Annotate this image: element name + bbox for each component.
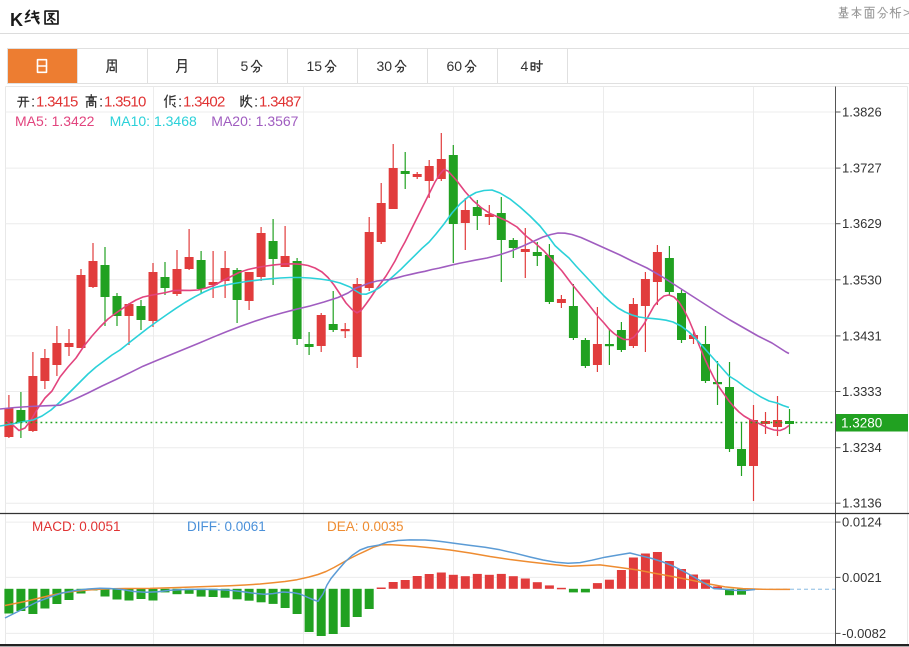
svg-text:1.3280: 1.3280 <box>841 416 882 431</box>
svg-text::: : <box>254 94 258 111</box>
svg-text:1.3530: 1.3530 <box>842 272 882 287</box>
svg-text:1.3431: 1.3431 <box>842 328 882 343</box>
svg-text:4: 4 <box>521 58 529 74</box>
svg-text:DEA: 0.0035: DEA: 0.0035 <box>327 519 404 534</box>
svg-text:1.3136: 1.3136 <box>842 496 882 511</box>
svg-text:-0.0082: -0.0082 <box>842 626 886 641</box>
svg-text:1.3402: 1.3402 <box>183 94 225 111</box>
svg-text:30: 30 <box>377 58 393 74</box>
svg-text:1.3333: 1.3333 <box>842 384 882 399</box>
svg-text:0.0021: 0.0021 <box>842 570 882 585</box>
svg-text:1.3234: 1.3234 <box>842 440 882 455</box>
svg-text::: : <box>31 94 35 111</box>
svg-text:1.3415: 1.3415 <box>36 94 78 111</box>
svg-text:1.3727: 1.3727 <box>842 161 882 176</box>
svg-text:MA20: 1.3567: MA20: 1.3567 <box>211 113 298 129</box>
svg-text:DIFF: 0.0061: DIFF: 0.0061 <box>187 519 266 534</box>
svg-text:1.3510: 1.3510 <box>104 94 146 111</box>
svg-text:60: 60 <box>447 58 463 74</box>
svg-text::: : <box>178 94 182 111</box>
svg-text:MA5: 1.3422: MA5: 1.3422 <box>15 113 95 129</box>
svg-text:1.3487: 1.3487 <box>259 94 301 111</box>
svg-text:5: 5 <box>241 58 249 74</box>
svg-text:MA10: 1.3468: MA10: 1.3468 <box>110 113 197 129</box>
svg-text:1.3826: 1.3826 <box>842 105 882 120</box>
svg-text:0.0124: 0.0124 <box>842 515 882 530</box>
svg-text:1.3629: 1.3629 <box>842 216 882 231</box>
svg-text::: : <box>99 94 103 111</box>
svg-text:K: K <box>10 10 23 30</box>
svg-text:>: > <box>903 5 909 20</box>
svg-text:MACD: 0.0051: MACD: 0.0051 <box>32 519 121 534</box>
svg-text:15: 15 <box>307 58 323 74</box>
